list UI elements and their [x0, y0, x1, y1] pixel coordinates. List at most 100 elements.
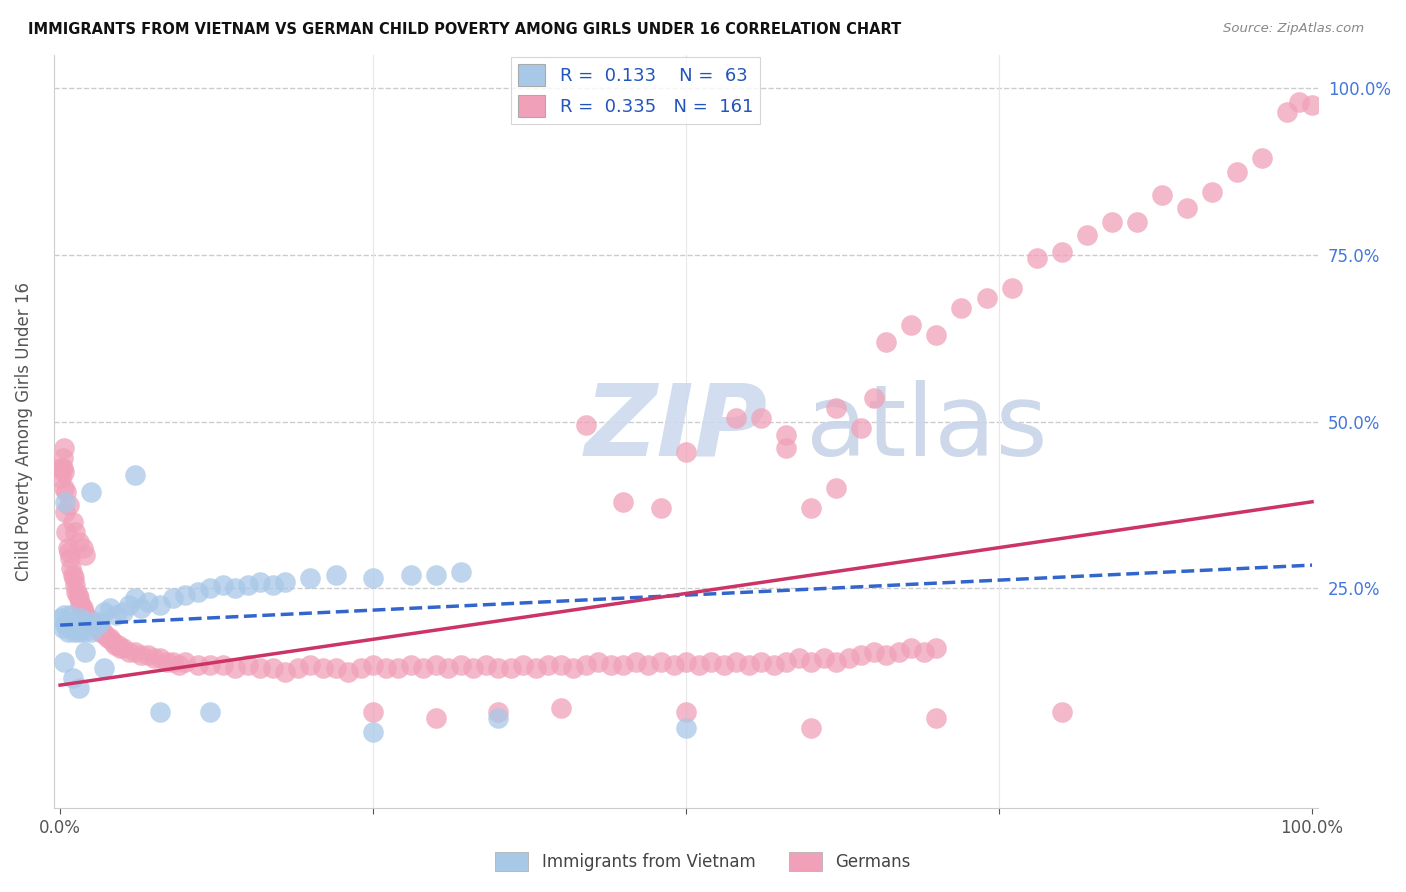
Point: [1101, 215, 1123, 229]
Point: [637, 658, 659, 673]
Point: [66, 618, 89, 632]
Point: [675, 444, 697, 458]
Point: [174, 588, 197, 602]
Point: [900, 318, 922, 332]
Point: [1201, 185, 1223, 199]
Point: [91, 624, 114, 639]
Point: [675, 722, 697, 736]
Point: [162, 591, 184, 606]
Point: [624, 655, 647, 669]
Point: [118, 598, 141, 612]
Point: [537, 658, 560, 673]
Point: [75, 608, 97, 623]
Point: [650, 501, 672, 516]
Point: [524, 661, 547, 675]
Point: [52, 482, 75, 496]
Point: [187, 584, 209, 599]
Point: [437, 661, 460, 675]
Point: [299, 658, 322, 673]
Point: [200, 582, 222, 596]
Point: [800, 655, 823, 669]
Point: [58, 618, 80, 632]
Point: [749, 655, 772, 669]
Point: [89, 615, 111, 629]
Point: [143, 651, 166, 665]
Point: [53, 618, 76, 632]
Point: [675, 705, 697, 719]
Point: [80, 624, 103, 639]
Point: [211, 578, 233, 592]
Point: [111, 641, 134, 656]
Point: [486, 711, 509, 725]
Point: [187, 658, 209, 673]
Point: [887, 645, 910, 659]
Point: [361, 658, 384, 673]
Point: [463, 661, 485, 675]
Point: [925, 328, 948, 343]
Point: [62, 515, 84, 529]
Point: [713, 658, 735, 673]
Point: [63, 622, 86, 636]
Point: [86, 622, 108, 636]
Point: [124, 468, 146, 483]
Point: [131, 648, 153, 662]
Point: [98, 632, 121, 646]
Point: [76, 618, 98, 632]
Point: [675, 655, 697, 669]
Point: [94, 628, 117, 642]
Point: [1050, 244, 1073, 259]
Point: [52, 608, 75, 623]
Point: [63, 524, 86, 539]
Point: [63, 578, 86, 592]
Point: [236, 578, 259, 592]
Point: [562, 661, 585, 675]
Point: [337, 665, 360, 679]
Point: [58, 498, 80, 512]
Point: [52, 655, 75, 669]
Point: [775, 442, 797, 456]
Point: [600, 658, 623, 673]
Point: [93, 605, 115, 619]
Text: Source: ZipAtlas.com: Source: ZipAtlas.com: [1223, 22, 1364, 36]
Point: [162, 655, 184, 669]
Point: [80, 484, 103, 499]
Point: [89, 624, 111, 639]
Point: [249, 574, 271, 589]
Point: [53, 495, 76, 509]
Point: [274, 574, 297, 589]
Point: [75, 645, 97, 659]
Point: [800, 722, 823, 736]
Point: [101, 634, 124, 648]
Point: [73, 624, 96, 639]
Point: [1076, 228, 1098, 243]
Point: [124, 645, 146, 659]
Point: [98, 601, 121, 615]
Point: [131, 601, 153, 615]
Point: [149, 651, 172, 665]
Point: [825, 655, 848, 669]
Point: [51, 461, 73, 475]
Legend: Immigrants from Vietnam, Germans: Immigrants from Vietnam, Germans: [486, 843, 920, 880]
Point: [124, 591, 146, 606]
Point: [550, 701, 572, 715]
Point: [325, 661, 347, 675]
Point: [863, 392, 886, 406]
Point: [575, 418, 598, 433]
Point: [236, 658, 259, 673]
Point: [55, 524, 77, 539]
Point: [69, 622, 91, 636]
Point: [59, 608, 82, 623]
Point: [72, 541, 94, 556]
Point: [688, 658, 710, 673]
Point: [287, 661, 309, 675]
Point: [58, 545, 80, 559]
Point: [155, 655, 177, 669]
Point: [105, 608, 128, 623]
Point: [1150, 188, 1173, 202]
Point: [107, 638, 129, 652]
Point: [62, 618, 84, 632]
Point: [512, 658, 534, 673]
Point: [67, 681, 90, 696]
Point: [325, 568, 347, 582]
Point: [76, 611, 98, 625]
